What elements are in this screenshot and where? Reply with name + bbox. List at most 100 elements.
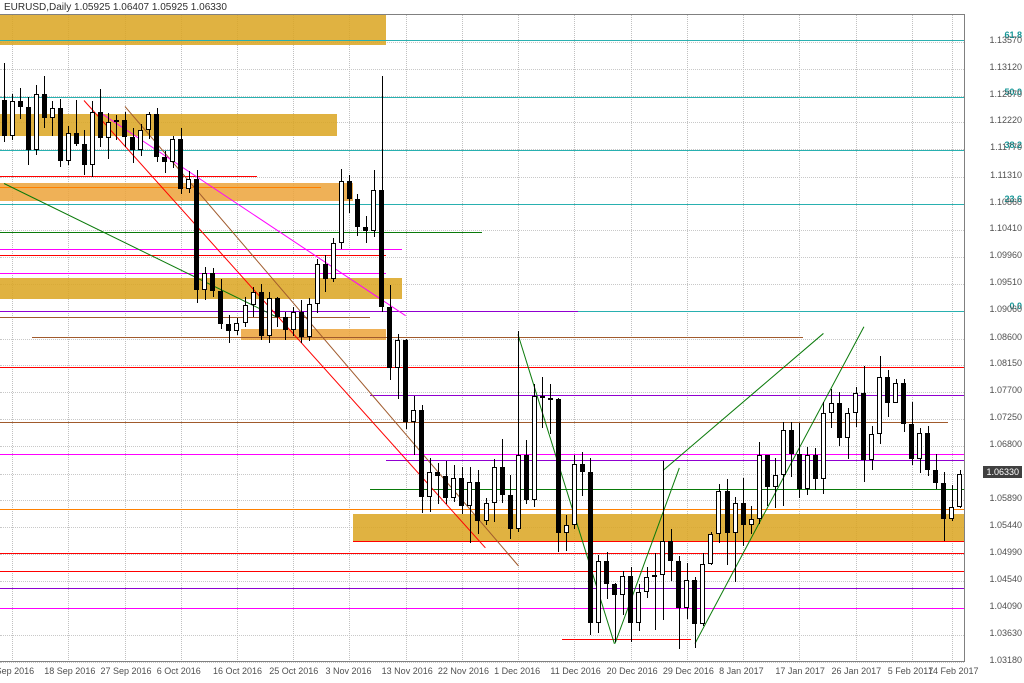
horizontal-level	[32, 337, 803, 338]
candle-body	[741, 503, 746, 524]
y-tick-label: 1.04090	[989, 601, 1022, 611]
candle-body	[162, 157, 167, 162]
candle-body	[90, 112, 95, 166]
horizontal-level	[0, 249, 402, 250]
horizontal-level	[562, 639, 691, 640]
chart-title: EURUSD,Daily 1.05925 1.06407 1.05925 1.0…	[4, 2, 227, 13]
candle-body	[427, 472, 432, 497]
candle-body	[130, 137, 135, 150]
horizontal-level	[0, 509, 964, 510]
forex-chart: EURUSD,Daily 1.05925 1.06407 1.05925 1.0…	[0, 0, 1024, 683]
y-tick-label: 1.06800	[989, 439, 1022, 449]
candle-body	[226, 324, 231, 331]
candle-body	[540, 396, 545, 398]
candle-wick	[414, 396, 415, 456]
candle-body	[403, 340, 408, 422]
candle-body	[234, 323, 239, 331]
current-price-tag: 1.06330	[983, 466, 1022, 478]
candle-body	[259, 292, 264, 336]
candle-body	[773, 475, 778, 487]
candle-body	[933, 470, 938, 483]
candle-body	[532, 396, 537, 500]
candle-body	[925, 433, 930, 470]
candle-wick	[550, 384, 551, 434]
candle-body	[821, 413, 826, 480]
candle-body	[620, 576, 625, 595]
candle-body	[636, 592, 641, 623]
candle-body	[210, 273, 215, 291]
candle-body	[524, 455, 529, 499]
candle-body	[42, 94, 47, 118]
candle-body	[18, 101, 23, 107]
candle-body	[676, 561, 681, 609]
candle-body	[716, 491, 721, 534]
y-tick-label: 1.12670	[989, 89, 1022, 99]
candle-body	[58, 108, 63, 161]
candle-body	[861, 393, 866, 460]
x-axis: 8 Sep 201618 Sep 201627 Sep 20166 Oct 20…	[0, 661, 964, 683]
candle-body	[307, 304, 312, 337]
candle-body	[451, 478, 456, 498]
horizontal-level	[0, 40, 964, 41]
candle-wick	[116, 115, 117, 140]
candle-wick	[582, 452, 583, 496]
candle-wick	[165, 151, 166, 172]
candle-body	[516, 455, 521, 529]
x-tick-label: 1 Dec 2016	[494, 666, 540, 676]
candle-body	[251, 292, 256, 305]
candle-body	[508, 495, 513, 530]
candle-body	[692, 580, 697, 624]
y-tick-label: 1.12220	[989, 115, 1022, 125]
candle-body	[580, 464, 585, 472]
candle-body	[845, 413, 850, 438]
candle-body	[700, 564, 705, 624]
candle-body	[652, 575, 657, 577]
candle-body	[556, 399, 561, 533]
x-tick-label: 16 Oct 2016	[213, 666, 262, 676]
x-tick-label: 26 Jan 2017	[832, 666, 882, 676]
candle-body	[684, 580, 689, 609]
candle-body	[877, 377, 882, 434]
y-tick-label: 1.07250	[989, 412, 1022, 422]
candle-body	[66, 133, 71, 160]
candle-body	[267, 298, 272, 336]
x-tick-label: 11 Dec 2016	[550, 666, 600, 676]
x-tick-label: 3 Nov 2016	[325, 666, 371, 676]
candle-body	[909, 424, 914, 459]
horizontal-level	[0, 608, 964, 609]
candle-body	[837, 403, 842, 438]
x-tick-label: 29 Dec 2016	[663, 666, 714, 676]
candle-body	[917, 433, 922, 459]
horizontal-level	[0, 571, 964, 572]
candle-body	[572, 464, 577, 525]
candle-body	[50, 108, 55, 118]
candle-body	[668, 541, 673, 560]
horizontal-level	[0, 150, 964, 151]
candle-body	[339, 181, 344, 243]
candle-body	[395, 340, 400, 369]
candle-body	[957, 474, 962, 507]
candle-body	[154, 114, 159, 157]
candle-body	[202, 273, 207, 290]
horizontal-level	[0, 176, 257, 177]
candle-body	[492, 467, 497, 503]
candle-body	[10, 101, 15, 136]
y-tick-label: 1.07700	[989, 385, 1022, 395]
plot-area[interactable]: 61.850.038.223.60.0	[0, 14, 965, 662]
candle-body	[500, 467, 505, 494]
candle-body	[411, 410, 416, 422]
candle-body	[379, 190, 384, 307]
candle-body	[459, 478, 464, 505]
candle-body	[194, 179, 199, 290]
candle-body	[122, 120, 127, 137]
candle-body	[34, 94, 39, 150]
candle-body	[660, 541, 665, 574]
y-tick-label: 1.03180	[989, 655, 1022, 665]
candle-body	[106, 122, 111, 138]
candle-body	[725, 491, 730, 533]
y-axis: 1.135701.131201.126701.122201.117701.113…	[964, 14, 1024, 661]
candle-body	[419, 410, 424, 497]
price-zone	[353, 514, 964, 541]
candle-body	[781, 430, 786, 474]
candle-body	[146, 114, 151, 130]
